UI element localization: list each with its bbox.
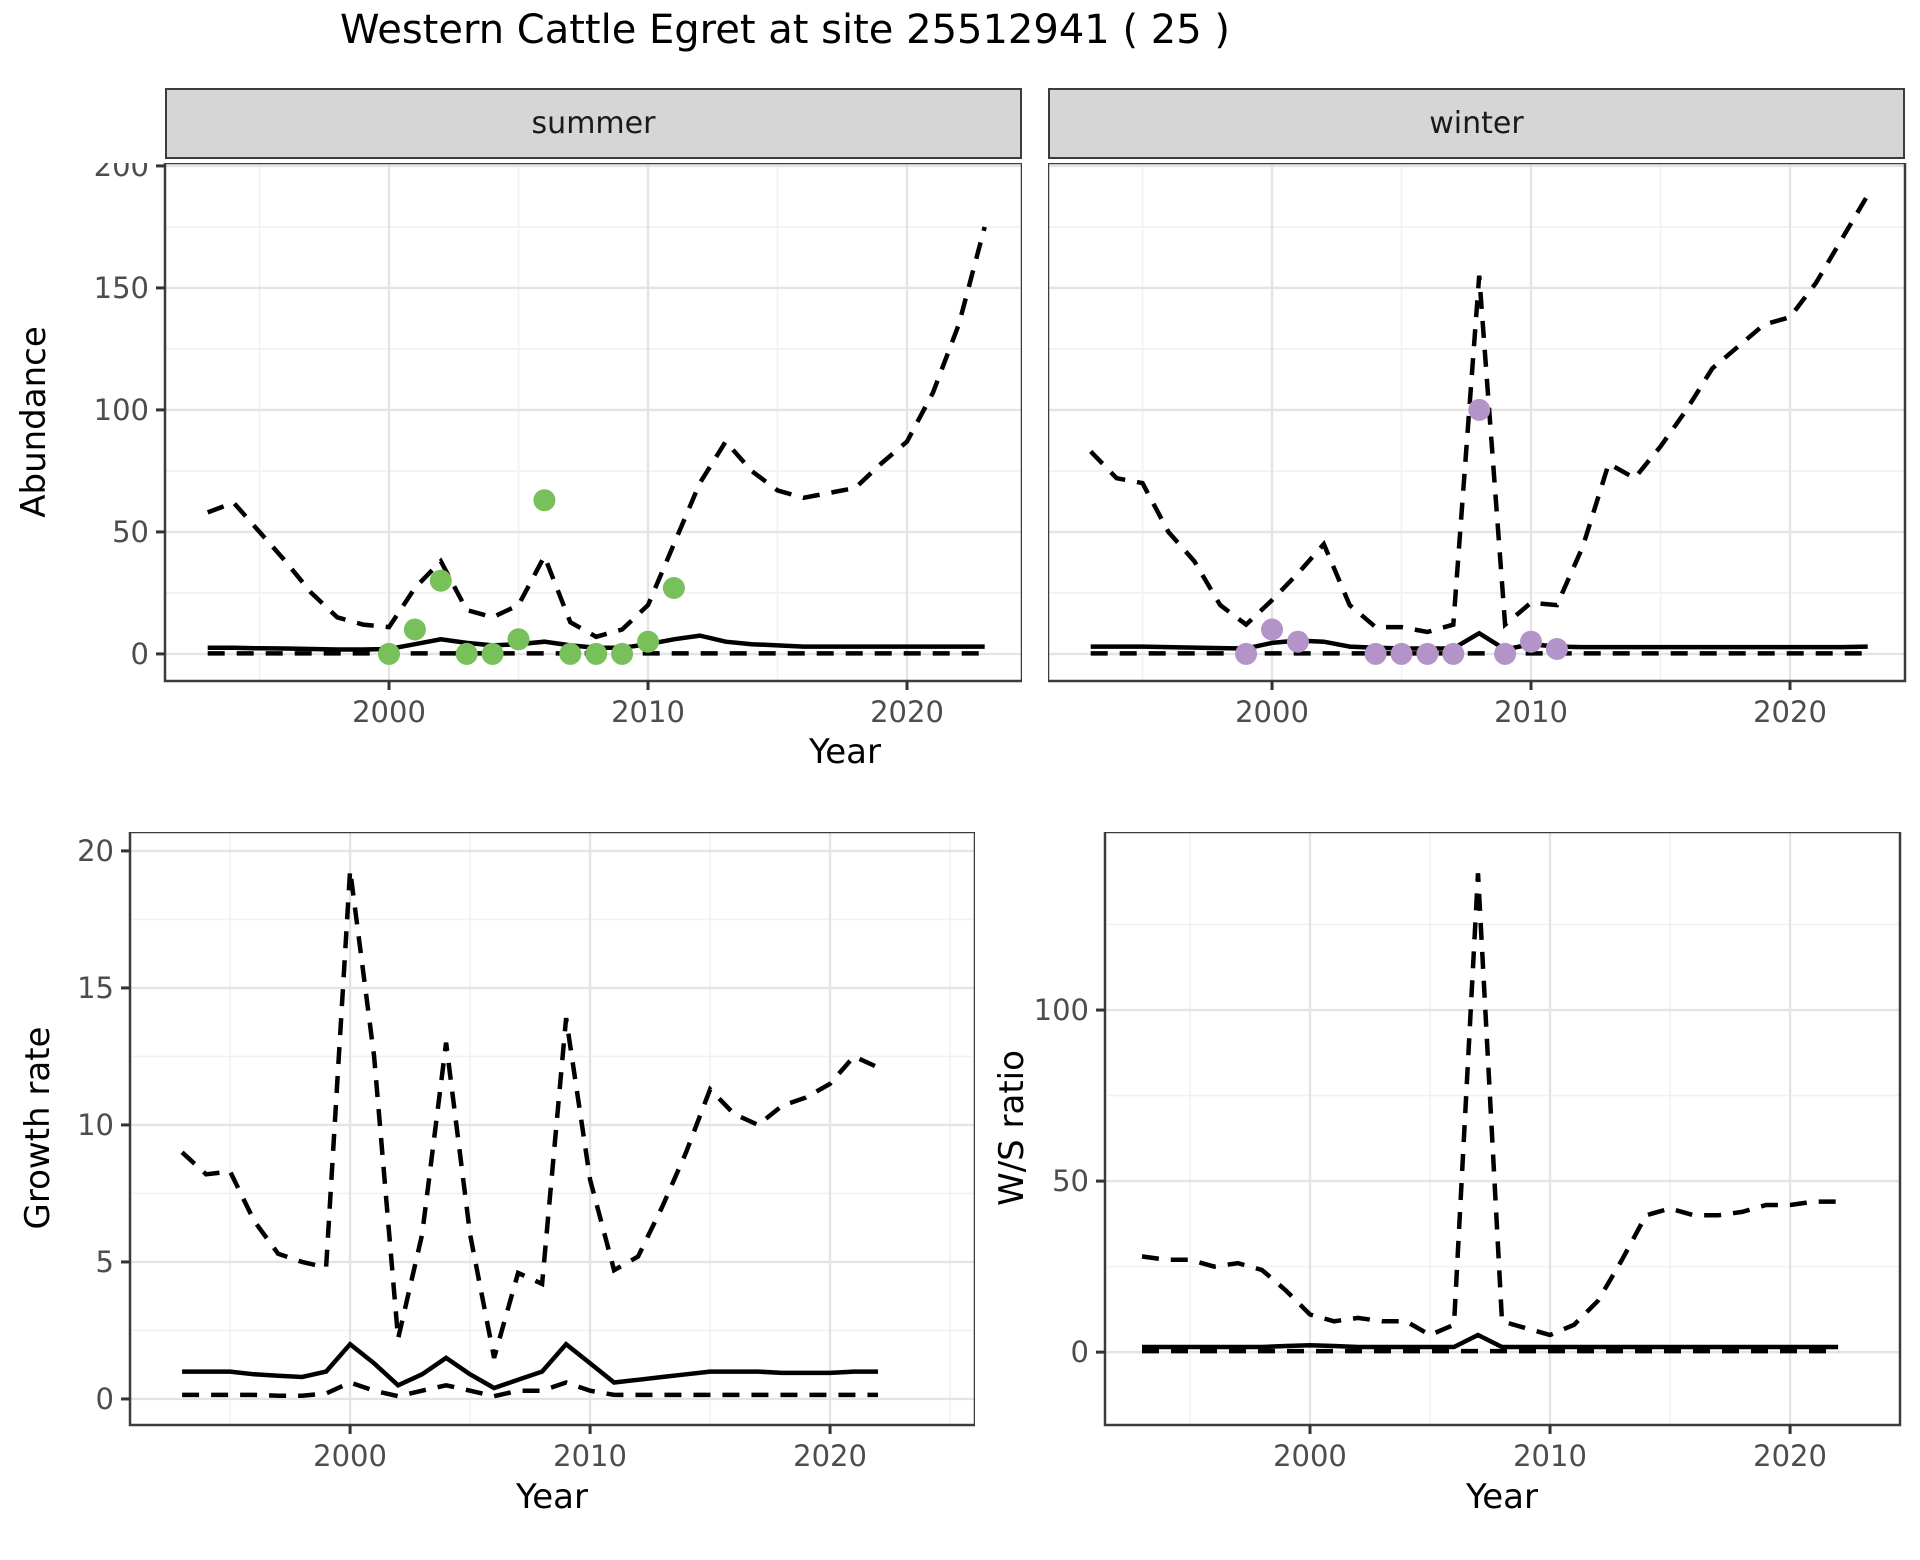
svg-text:100: 100 <box>1034 993 1089 1027</box>
svg-text:2020: 2020 <box>1753 1439 1827 1473</box>
growth-year-axis-title: Year <box>516 1477 588 1517</box>
ws-year-axis-title: Year <box>1466 1477 1538 1517</box>
svg-text:0: 0 <box>1071 1335 1089 1369</box>
svg-text:50: 50 <box>1052 1164 1089 1198</box>
svg-text:2000: 2000 <box>1235 695 1309 723</box>
abundance-axis-title: Abundance <box>14 326 54 518</box>
growth-axis-title: Growth rate <box>18 1026 58 1230</box>
figure-title: Western Cattle Egret at site 25512941 ( … <box>340 7 1230 53</box>
top-year-axis-title: Year <box>809 732 881 772</box>
growth-rate-chart: 2000 2010 2020 0 5 10 15 20 <box>77 832 975 1473</box>
facet-strip-summer: summer <box>165 88 1022 159</box>
svg-text:20: 20 <box>77 834 114 868</box>
svg-text:2000: 2000 <box>313 1439 387 1473</box>
facet-strip-winter-label: winter <box>1429 106 1524 141</box>
svg-text:100: 100 <box>94 393 149 427</box>
facet-strip-winter: winter <box>1048 88 1905 159</box>
svg-text:5: 5 <box>96 1245 114 1279</box>
abundance-summer-chart: 2000 2010 2020 0 50 100 150 200 <box>94 163 1022 723</box>
svg-text:2020: 2020 <box>870 695 944 723</box>
svg-text:2010: 2010 <box>611 695 685 723</box>
svg-text:2010: 2010 <box>553 1439 627 1473</box>
facet-strip-summer-label: summer <box>531 106 656 141</box>
svg-text:2020: 2020 <box>1753 695 1827 723</box>
svg-text:2000: 2000 <box>352 695 426 723</box>
svg-text:2010: 2010 <box>1494 695 1568 723</box>
svg-text:200: 200 <box>94 163 149 183</box>
svg-text:2000: 2000 <box>1273 1439 1347 1473</box>
abundance-winter-chart: 2000 2010 2020 <box>1048 163 1907 723</box>
ws-ratio-chart: 2000 2010 2020 0 50 100 <box>1034 832 1902 1473</box>
svg-text:150: 150 <box>94 271 149 305</box>
svg-text:2020: 2020 <box>793 1439 867 1473</box>
svg-text:2010: 2010 <box>1513 1439 1587 1473</box>
svg-text:50: 50 <box>112 515 149 549</box>
svg-text:15: 15 <box>77 971 114 1005</box>
ws-axis-title: W/S ratio <box>992 1050 1032 1206</box>
svg-text:0: 0 <box>96 1382 114 1416</box>
svg-text:10: 10 <box>77 1108 114 1142</box>
svg-text:0: 0 <box>131 637 149 671</box>
